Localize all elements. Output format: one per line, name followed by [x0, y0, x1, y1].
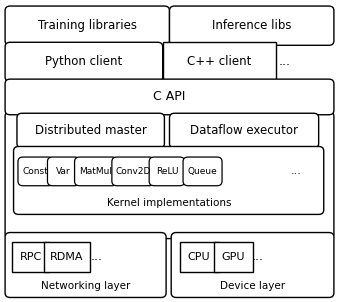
FancyBboxPatch shape [149, 157, 185, 186]
Text: Inference libs: Inference libs [212, 19, 292, 32]
Text: Var: Var [56, 167, 71, 176]
FancyBboxPatch shape [5, 6, 170, 45]
Text: Const: Const [23, 167, 48, 176]
Text: ReLU: ReLU [156, 167, 178, 176]
Text: C++ client: C++ client [187, 55, 252, 69]
FancyBboxPatch shape [47, 157, 80, 186]
Text: MatMul: MatMul [79, 167, 112, 176]
FancyBboxPatch shape [171, 233, 334, 297]
Text: ...: ... [291, 166, 302, 176]
Text: GPU: GPU [221, 252, 245, 262]
Text: Device layer: Device layer [220, 281, 285, 291]
FancyBboxPatch shape [14, 146, 324, 214]
Text: Kernel implementations: Kernel implementations [107, 198, 232, 208]
FancyBboxPatch shape [75, 157, 117, 186]
FancyBboxPatch shape [170, 6, 334, 45]
Text: ...: ... [252, 250, 264, 263]
Text: Networking layer: Networking layer [41, 281, 130, 291]
Text: Training libraries: Training libraries [38, 19, 137, 32]
Text: Conv2D: Conv2D [115, 167, 151, 176]
Text: Distributed master: Distributed master [35, 124, 147, 137]
FancyBboxPatch shape [214, 242, 253, 272]
FancyBboxPatch shape [112, 157, 154, 186]
Text: CPU: CPU [188, 252, 211, 262]
FancyBboxPatch shape [18, 157, 54, 186]
Text: ...: ... [279, 55, 291, 69]
FancyBboxPatch shape [163, 42, 276, 82]
Text: C API: C API [153, 90, 186, 104]
FancyBboxPatch shape [170, 113, 319, 148]
Text: RDMA: RDMA [50, 252, 84, 262]
FancyBboxPatch shape [5, 79, 334, 115]
Text: Queue: Queue [188, 167, 217, 176]
FancyBboxPatch shape [5, 42, 163, 82]
Text: ...: ... [91, 250, 103, 263]
FancyBboxPatch shape [12, 242, 49, 272]
FancyBboxPatch shape [180, 242, 219, 272]
Text: Dataflow executor: Dataflow executor [190, 124, 298, 137]
FancyBboxPatch shape [5, 112, 334, 239]
Text: Python client: Python client [45, 55, 122, 69]
FancyBboxPatch shape [17, 113, 164, 148]
FancyBboxPatch shape [183, 157, 222, 186]
FancyBboxPatch shape [44, 242, 90, 272]
Text: RPC: RPC [19, 252, 42, 262]
FancyBboxPatch shape [5, 233, 166, 297]
